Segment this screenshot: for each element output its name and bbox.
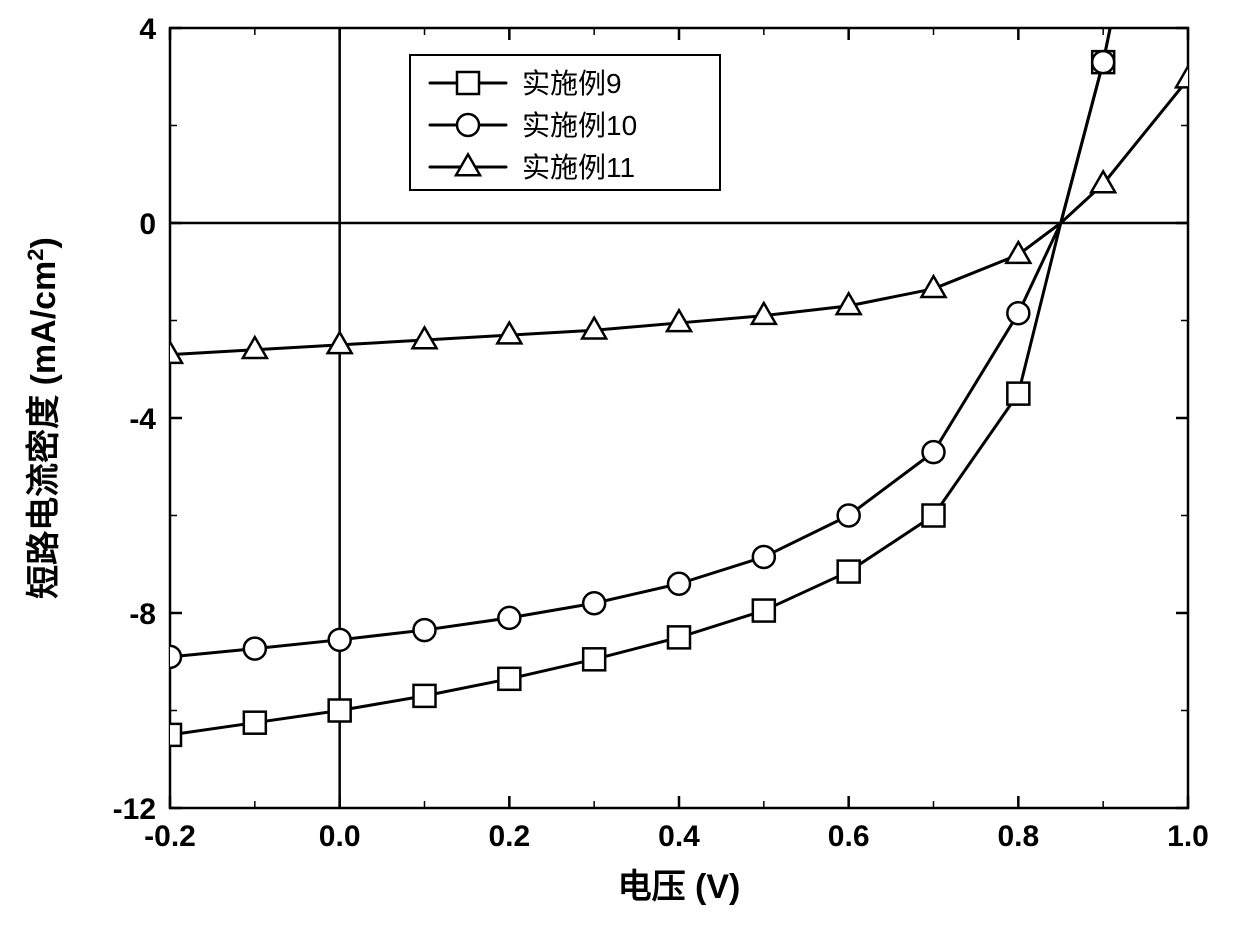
axes-layer: -0.20.00.20.40.60.81.0-12-8-404: [113, 13, 1209, 853]
x-tick-label: 0.4: [658, 820, 700, 853]
y-tick-label: -8: [129, 598, 156, 631]
legend-label: 实施例10: [522, 110, 637, 141]
legend: 实施例9 实施例10 实施例11: [410, 55, 720, 190]
x-tick-label: 0.2: [488, 820, 530, 853]
y-tick-label: -4: [129, 403, 156, 436]
y-tick-label: -12: [113, 793, 156, 826]
x-tick-label: 1.0: [1167, 820, 1209, 853]
series-line: [170, 0, 1120, 657]
x-tick-label: 0.6: [828, 820, 870, 853]
series-layer: [170, 0, 1188, 735]
legend-label: 实施例11: [522, 152, 635, 183]
series-line: [170, 0, 1120, 735]
y-axis-label: 短路电流密度 (mA/cm2): [23, 237, 63, 599]
y-tick-label: 0: [139, 208, 156, 241]
x-tick-label: 0.0: [319, 820, 361, 853]
x-tick-label: 0.8: [997, 820, 1039, 853]
legend-label: 实施例9: [522, 68, 622, 99]
jv-chart: -0.20.00.20.40.60.81.0-12-8-404 实施例9实施例1…: [0, 0, 1239, 950]
y-tick-label: 4: [139, 13, 156, 46]
x-axis-label: 电压 (V): [618, 868, 741, 906]
chart-svg: -0.20.00.20.40.60.81.0-12-8-404 实施例9实施例1…: [0, 0, 1239, 950]
